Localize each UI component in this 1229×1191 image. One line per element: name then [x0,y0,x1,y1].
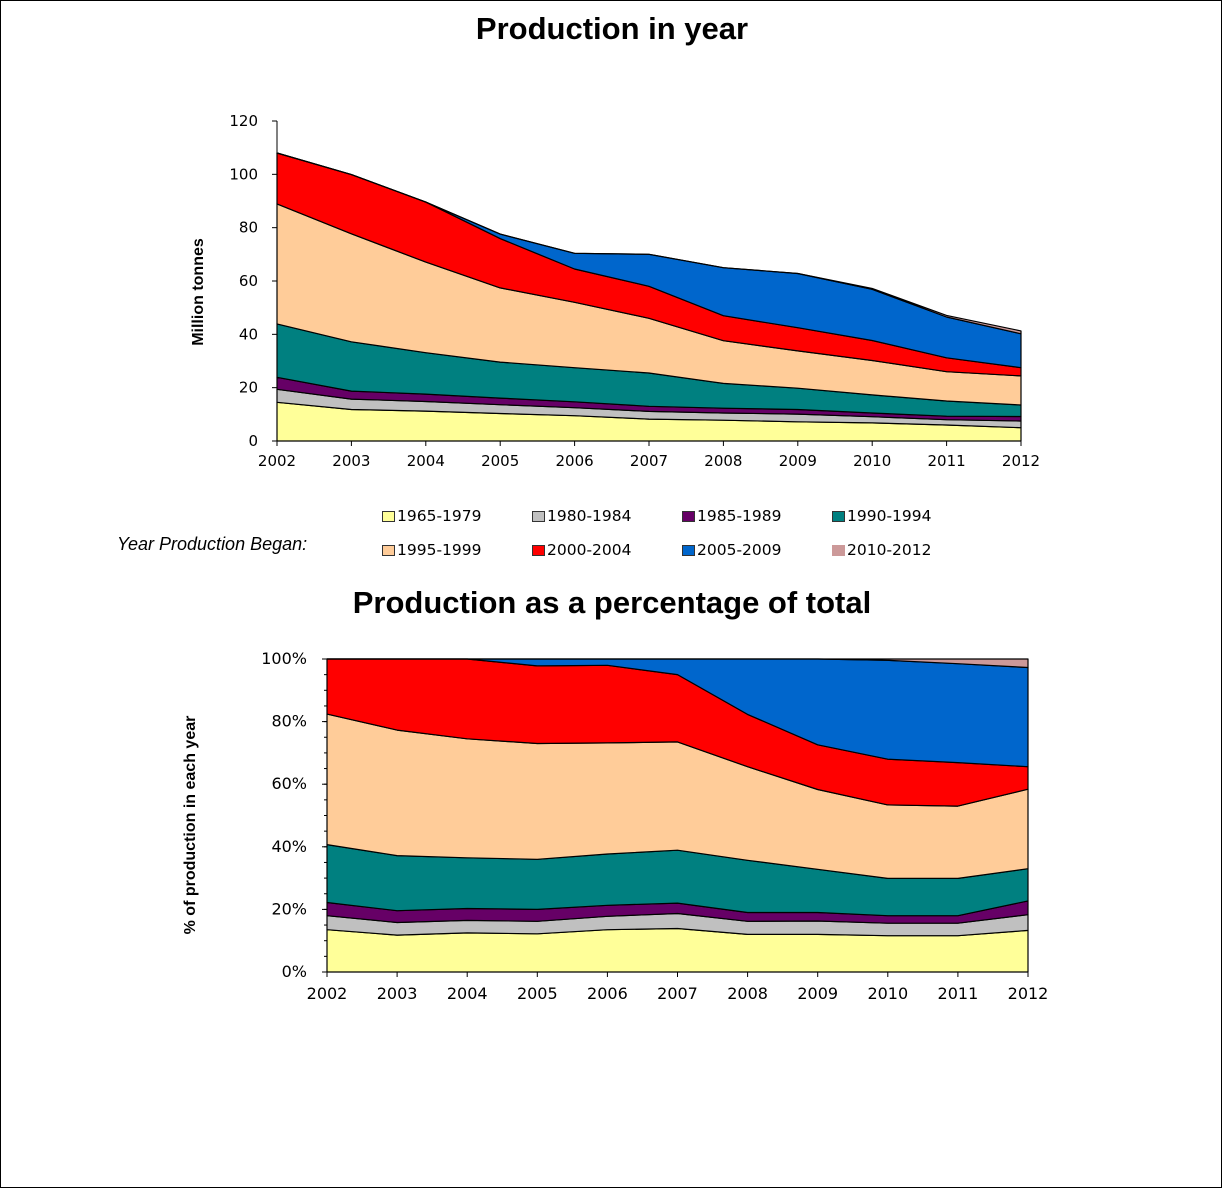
legend-label: 1985-1989 [697,507,782,525]
legend-caption: Year Production Began: [117,534,308,554]
legend-item-2005-2009: 2005-2009 [682,541,782,559]
chart-2-title: Production as a percentage of total [352,585,872,620]
legend-item-1990-1994: 1990-1994 [832,507,932,525]
legend-item-1995-1999: 1995-1999 [382,541,482,559]
legend-swatch [832,510,845,522]
legend-swatch [532,510,545,522]
legend-swatch [682,544,695,556]
legend-swatch [382,510,395,522]
legend-label: 1980-1984 [547,507,632,525]
legend-label: 2010-2012 [847,541,932,559]
legend-label: 1995-1999 [397,541,482,559]
legend-swatch [682,510,695,522]
legend-item-1985-1989: 1985-1989 [682,507,782,525]
legend-item-1965-1979: 1965-1979 [382,507,482,525]
legend-label: 1990-1994 [847,507,932,525]
chart-1-title: Production in year [475,11,749,46]
legend-label: 1965-1979 [397,507,482,525]
legend-swatch [532,544,545,556]
legend-item-2000-2004: 2000-2004 [532,541,632,559]
legend-swatch [382,544,395,556]
legend-swatch [832,544,845,556]
legend-label: 2000-2004 [547,541,632,559]
legend-item-1980-1984: 1980-1984 [532,507,632,525]
legend-item-2010-2012: 2010-2012 [832,541,932,559]
legend-label: 2005-2009 [697,541,782,559]
